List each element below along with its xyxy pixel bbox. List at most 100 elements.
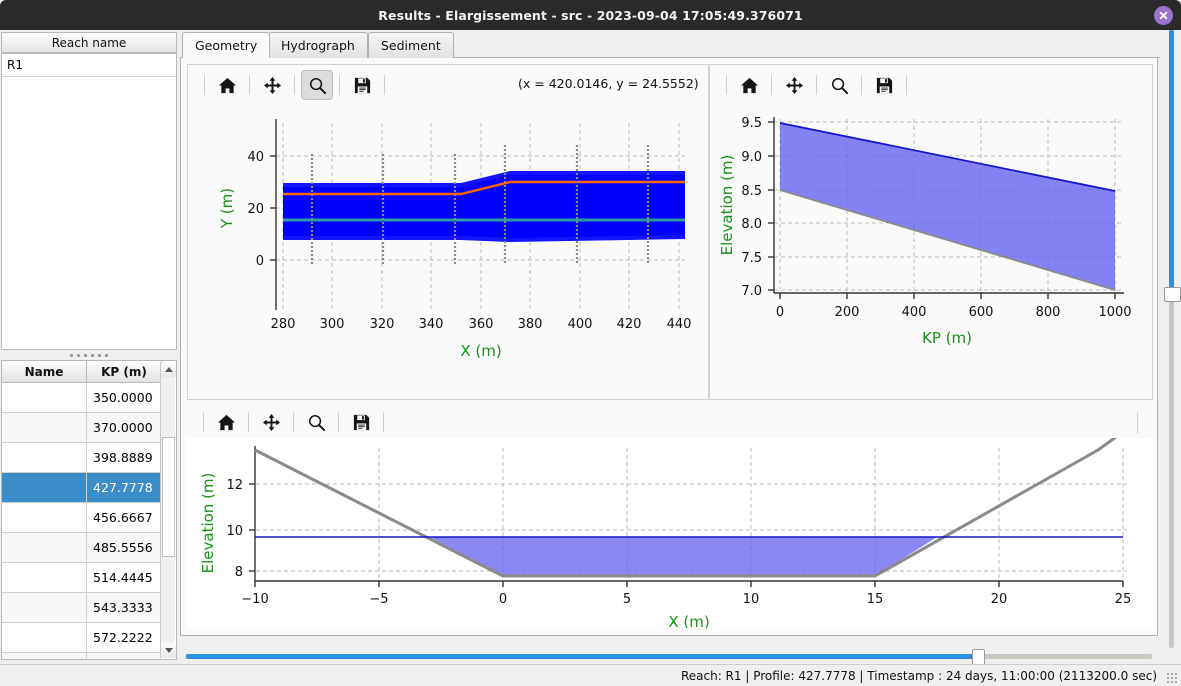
tab-hydrograph[interactable]: Hydrograph	[268, 32, 368, 58]
table-row[interactable]: 456.6667	[2, 503, 176, 533]
profile-table: Name KP (m) 350.0000 370.0000 398.8889	[1, 360, 177, 660]
resize-grip-icon[interactable]	[1166, 672, 1177, 683]
svg-text:20: 20	[991, 592, 1008, 607]
svg-text:360: 360	[469, 317, 494, 332]
table-row[interactable]: 350.0000	[2, 383, 176, 413]
home-button[interactable]	[211, 70, 243, 100]
cell-kp: 370.0000	[87, 413, 162, 443]
zoom-icon	[831, 77, 848, 94]
pan-button[interactable]	[255, 407, 287, 437]
tab-geometry[interactable]: Geometry	[182, 32, 271, 58]
svg-text:10: 10	[226, 524, 243, 539]
slider-handle[interactable]	[1164, 287, 1181, 302]
table-row[interactable]: 601.1111	[2, 653, 176, 659]
cell-name	[2, 623, 87, 653]
tab-underline	[180, 57, 1160, 58]
zoom-button[interactable]	[301, 70, 333, 100]
svg-text:440: 440	[667, 317, 692, 332]
toolbar-separator	[771, 75, 772, 95]
window-title: Results - Elargissement - src - 2023-09-…	[378, 7, 803, 23]
pan-icon	[785, 76, 803, 94]
svg-text:−5: −5	[369, 592, 388, 607]
profile-slider-vertical[interactable]	[1163, 30, 1181, 664]
slider-fill	[186, 654, 976, 659]
toolbar-separator	[906, 75, 907, 95]
pan-icon	[263, 76, 281, 94]
geometry-tab-panel: (x = 420.0146, y = 24.5552)	[180, 58, 1158, 636]
home-button[interactable]	[210, 407, 242, 437]
plan-view-plot[interactable]: 40 20 0 280 300 320 340 360 380 400	[188, 105, 708, 399]
svg-text:1000: 1000	[1098, 305, 1131, 320]
pan-button[interactable]	[256, 70, 288, 100]
svg-text:5: 5	[623, 592, 631, 607]
section-y-axis-label: Elevation (m)	[199, 473, 217, 574]
y-tick-labels: 9.5 9.0 8.5 8.0 7.5 7.0	[741, 116, 774, 299]
toolbar-separator	[249, 75, 250, 95]
pan-icon	[262, 413, 280, 431]
x-tick-labels: 0 200 400 600 800 1000	[776, 293, 1132, 320]
cell-kp: 398.8889	[87, 443, 162, 473]
y-tick-labels: 40 20 0	[247, 150, 276, 269]
svg-text:420: 420	[617, 317, 642, 332]
save-icon	[353, 414, 369, 430]
column-header-name: Name	[2, 361, 87, 383]
list-item[interactable]: R1	[2, 54, 176, 77]
scroll-down-button[interactable]	[161, 643, 176, 658]
svg-text:20: 20	[247, 202, 264, 217]
slider-track	[1169, 30, 1174, 648]
svg-text:10: 10	[743, 592, 760, 607]
table-header-row: Name KP (m)	[2, 361, 176, 383]
table-scrollbar[interactable]	[160, 362, 176, 658]
table-row[interactable]: 398.8889	[2, 443, 176, 473]
tab-sediment[interactable]: Sediment	[368, 32, 454, 58]
channel-extent	[283, 171, 685, 242]
scrollbar-thumb[interactable]	[162, 437, 175, 557]
scroll-up-button[interactable]	[161, 362, 176, 377]
toolbar-separator	[726, 75, 727, 95]
pan-button[interactable]	[778, 70, 810, 100]
plan-view-toolbar	[188, 65, 389, 105]
longitudinal-profile-plot[interactable]: 9.5 9.0 8.5 8.0 7.5 7.0	[710, 105, 1152, 399]
table-row[interactable]: 572.2222	[2, 623, 176, 653]
toolbar-separator	[384, 75, 385, 95]
svg-text:9.5: 9.5	[741, 116, 762, 131]
reach-list[interactable]: R1	[1, 53, 177, 350]
cell-kp: 350.0000	[87, 383, 162, 413]
timestep-slider-horizontal[interactable]	[186, 648, 1152, 666]
svg-text:400: 400	[902, 305, 927, 320]
home-button[interactable]	[733, 70, 765, 100]
table-row-selected[interactable]: 427.7778	[2, 473, 176, 503]
reach-name-header: Reach name	[1, 32, 177, 53]
table-row[interactable]: 514.4445	[2, 563, 176, 593]
longitudinal-profile-card: 9.5 9.0 8.5 8.0 7.5 7.0	[709, 64, 1153, 400]
svg-text:0: 0	[499, 592, 507, 607]
save-button[interactable]	[345, 407, 377, 437]
save-button[interactable]	[346, 70, 378, 100]
svg-text:200: 200	[835, 305, 860, 320]
bed-line	[779, 189, 1116, 291]
panel-splitter[interactable]	[1, 352, 177, 359]
zoom-button[interactable]	[300, 407, 332, 437]
plan-x-axis-label: X (m)	[460, 342, 501, 360]
close-button[interactable]	[1154, 6, 1173, 25]
status-bar: Reach: R1 | Profile: 427.7778 | Timestam…	[0, 664, 1181, 686]
save-icon	[876, 77, 892, 93]
table-row[interactable]: 485.5556	[2, 533, 176, 563]
save-button[interactable]	[868, 70, 900, 100]
bed-profile-line	[254, 438, 1118, 578]
table-row[interactable]: 543.3333	[2, 593, 176, 623]
zoom-button[interactable]	[823, 70, 855, 100]
svg-text:340: 340	[419, 317, 444, 332]
zoom-icon	[309, 77, 326, 94]
table-row[interactable]: 370.0000	[2, 413, 176, 443]
cell-kp: 601.1111	[87, 653, 162, 659]
cross-section-card: 12 10 8 −10	[187, 402, 1153, 628]
cross-section-plot[interactable]: 12 10 8 −10	[187, 438, 1153, 628]
toolbar-separator	[339, 75, 340, 95]
toolbar-separator	[293, 412, 294, 432]
toolbar-separator	[203, 412, 204, 432]
table-body: 350.0000 370.0000 398.8889 427.7778 456.…	[2, 383, 176, 659]
save-icon	[354, 77, 370, 93]
left-panel: Reach name R1 Name KP (m) 350.0000 370.0…	[0, 30, 180, 664]
home-icon	[740, 77, 758, 93]
